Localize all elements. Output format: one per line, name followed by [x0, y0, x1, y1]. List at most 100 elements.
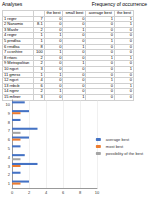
html-text:0: 0	[110, 49, 114, 55]
html-text:1: 1	[129, 15, 132, 21]
svg-text:10: 10	[6, 102, 11, 107]
html-text:0: 0	[129, 60, 132, 66]
html-text:0: 0	[129, 49, 132, 55]
html-text:the best: the best	[116, 10, 132, 15]
html-text:10 ngcrt: 10 ngcrt	[4, 65, 19, 71]
html-text:1: 1	[82, 60, 85, 66]
html-text:8.1: 8.1	[37, 21, 43, 27]
html-text:1: 1	[40, 32, 43, 38]
svg-text:3: 3	[8, 164, 11, 169]
html-text:0: 0	[82, 65, 85, 71]
svg-text:10: 10	[95, 190, 100, 195]
html-text:0: 0	[110, 21, 114, 27]
html-text:1: 1	[82, 43, 85, 49]
html-text:0: 0	[82, 38, 85, 43]
html-text:1 regnr: 1 regnr	[4, 15, 17, 21]
html-text:0: 0	[59, 15, 62, 21]
svg-text:2: 2	[28, 190, 31, 195]
html-text:1: 1	[110, 38, 114, 43]
html-text:0: 0	[110, 43, 114, 49]
html-text:1: 1	[59, 71, 62, 77]
html-text:8 rrtwrc: 8 rrtwrc	[4, 54, 18, 60]
svg-text:7: 7	[8, 128, 11, 133]
svg-text:1: 1	[8, 181, 11, 186]
html-text:0: 0	[59, 60, 62, 66]
html-text:1: 1	[40, 38, 43, 43]
html-text:0: 0	[110, 60, 114, 66]
html-text:0: 0	[82, 21, 85, 27]
html-text:0: 0	[110, 93, 114, 99]
html-text:0: 0	[110, 71, 114, 77]
html-text:100: 100	[35, 49, 43, 55]
svg-text:9: 9	[8, 111, 11, 116]
html-text:0: 0	[129, 71, 132, 77]
html-text:average best: average best	[88, 10, 112, 15]
html-text:0: 0	[82, 32, 85, 38]
html-text:0: 0	[110, 88, 114, 94]
html-text:3 Mashr: 3 Mashr	[4, 26, 19, 32]
html-text:1: 1	[110, 15, 114, 21]
html-text:1: 1	[59, 49, 62, 55]
svg-text:2: 2	[8, 172, 11, 177]
html-text:0: 0	[110, 82, 114, 88]
html-text:Analyses: Analyses	[2, 1, 23, 7]
html-text:4 regnr: 4 regnr	[4, 32, 17, 38]
html-text:the best: the best	[46, 10, 61, 15]
svg-text:average best: average best	[106, 137, 130, 142]
html-text:0: 0	[59, 21, 62, 27]
html-text:0: 0	[129, 26, 132, 32]
html-text:1: 1	[110, 54, 114, 60]
html-text:Frequency of occurrence: Frequency of occurrence	[91, 1, 147, 7]
html-text:0: 0	[59, 65, 62, 71]
html-text:7 ccsnhtre: 7 ccsnhtre	[4, 49, 23, 55]
html-text:0: 0	[59, 26, 62, 32]
html-text:0: 0	[129, 32, 132, 38]
html-text:1: 1	[110, 77, 114, 83]
svg-text:0: 0	[11, 190, 14, 195]
svg-text:4: 4	[8, 155, 11, 160]
html-text:0: 0	[59, 43, 62, 49]
html-text:9 Metropolitan: 9 Metropolitan	[4, 60, 30, 66]
html-text:12 ngcrt: 12 ngcrt	[4, 77, 19, 83]
html-text:1: 1	[82, 26, 85, 32]
html-text:0: 0	[59, 54, 62, 60]
html-text:0: 0	[129, 43, 132, 49]
svg-text:8: 8	[8, 120, 11, 125]
html-text:2: 2	[40, 26, 43, 32]
html-text:7: 7	[40, 15, 43, 21]
svg-text:4: 4	[45, 190, 48, 195]
svg-text:possibility of the best: possibility of the best	[106, 151, 144, 156]
html-text:2 Nanomix: 2 Nanomix	[4, 21, 24, 27]
html-text:0: 0	[110, 65, 114, 71]
html-text:2: 2	[40, 60, 43, 66]
html-text:small best: small best	[65, 10, 84, 15]
html-text:1: 1	[129, 65, 132, 71]
svg-text:5: 5	[8, 146, 11, 151]
html-text:6 rrndlsa: 6 rrndlsa	[4, 43, 20, 49]
svg-text:6: 6	[8, 137, 11, 142]
html-text:5 prndlsa: 5 prndlsa	[4, 38, 21, 43]
html-text:2: 2	[40, 54, 43, 60]
html-text:0: 0	[82, 71, 85, 77]
html-text:0: 0	[110, 26, 114, 32]
html-text:11 gmrsx: 11 gmrsx	[4, 71, 21, 77]
html-text:1: 1	[129, 21, 132, 27]
html-text:0: 0	[82, 49, 85, 55]
html-text:13 rnbcb: 13 rnbcb	[4, 82, 20, 88]
html-text:3: 3	[40, 65, 43, 71]
html-text:1: 1	[129, 54, 132, 60]
svg-text:most best: most best	[106, 144, 124, 149]
svg-text:6: 6	[62, 190, 65, 195]
html-text:1: 1	[59, 32, 62, 38]
html-text:0: 0	[59, 38, 62, 43]
html-text:0: 0	[129, 38, 132, 43]
html-text:15 mfiner: 15 mfiner	[4, 93, 21, 99]
html-text:0: 0	[110, 32, 114, 38]
html-text:1: 1	[40, 71, 43, 77]
html-text:14 ngrnr: 14 ngrnr	[4, 88, 19, 94]
html-text:0: 0	[82, 54, 85, 60]
html-text:4: 4	[40, 77, 43, 83]
html-text:0: 0	[82, 15, 85, 21]
svg-text:8: 8	[79, 190, 82, 195]
html-text:8: 8	[40, 43, 43, 49]
